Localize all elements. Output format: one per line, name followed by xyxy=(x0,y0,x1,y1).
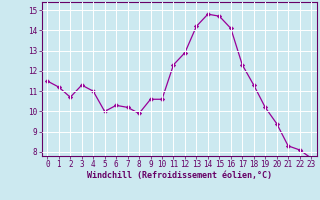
X-axis label: Windchill (Refroidissement éolien,°C): Windchill (Refroidissement éolien,°C) xyxy=(87,171,272,180)
